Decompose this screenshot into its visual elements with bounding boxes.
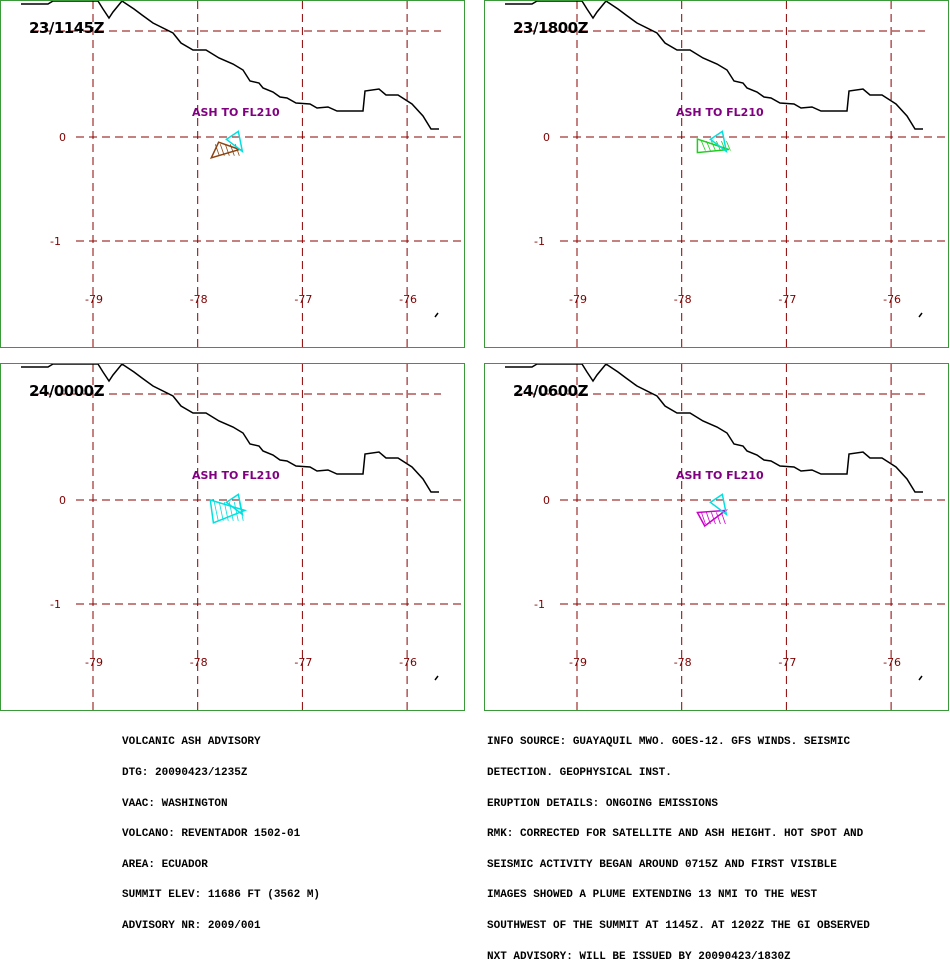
latitude-tick-label: 0 — [543, 131, 550, 144]
observed-ash-polygon — [709, 493, 728, 517]
observed-ash-polygon — [709, 130, 728, 154]
longitude-tick-label: -79 — [569, 293, 587, 306]
advisory-line: ADVISORY NR: 2009/001 — [122, 919, 261, 932]
longitude-tick-label: -77 — [778, 656, 796, 669]
map-panel-2: -79 -78 -77 -76 0 -1 ASH TO FL210 23/1800Z — [484, 0, 950, 349]
panel-time-1: 23/1145Z — [29, 19, 104, 37]
longitude-tick-label: -77 — [294, 293, 312, 306]
corner-mark — [434, 312, 439, 318]
map-canvas-4: -79 -78 -77 -76 0 -1 ASH TO FL210 — [505, 364, 950, 712]
advisory-line: DTG: 20090423/1235Z — [122, 767, 248, 779]
coastline — [505, 364, 923, 493]
latitude-tick-label: 0 — [59, 494, 66, 507]
corner-mark — [918, 675, 923, 681]
ash-height-label: ASH TO FL210 — [676, 106, 764, 119]
ash-height-label: ASH TO FL210 — [192, 469, 280, 482]
panel-time-2: 23/1800Z — [513, 19, 588, 37]
longitude-tick-label: -76 — [399, 656, 417, 669]
advisory-header-block: VOLCANIC ASH ADVISORY DTG: 20090423/1235… — [122, 717, 320, 941]
forecast-ash-polygon — [209, 498, 248, 524]
map-canvas-1: -79 -78 -77 -76 0 -1 ASH TO FL210 — [21, 1, 466, 349]
map-panel-1: -79 -78 -77 -76 0 -1 ASH TO FL210 23/1145Z — [0, 0, 466, 349]
observed-ash-polygon — [225, 130, 244, 154]
longitude-tick-label: -76 — [399, 293, 417, 306]
ash-hatching — [701, 512, 726, 525]
panel-time-3: 24/0000Z — [29, 382, 104, 400]
advisory-line: VOLCANO: REVENTADOR 1502-01 — [122, 828, 301, 841]
coastline — [505, 1, 923, 130]
forecast-ash-polygon — [696, 509, 729, 528]
coastline — [21, 364, 439, 493]
advisory-remarks-block: INFO SOURCE: GUAYAQUIL MWO. GOES-12. GFS… — [487, 717, 870, 972]
remarks-line: DETECTION. GEOPHYSICAL INST. — [487, 767, 672, 779]
remarks-line: RMK: CORRECTED FOR SATELLITE AND ASH HEI… — [487, 828, 864, 841]
corner-mark — [918, 312, 923, 318]
longitude-tick-label: -78 — [674, 293, 692, 306]
longitude-tick-label: -79 — [569, 656, 587, 669]
forecast-ash-polygon — [209, 141, 243, 159]
longitude-tick-label: -77 — [294, 656, 312, 669]
longitude-tick-label: -77 — [778, 293, 796, 306]
advisory-line: AREA: ECUADOR — [122, 858, 208, 871]
map-panel-3: -79 -78 -77 -76 0 -1 ASH TO FL210 24/0000Z — [0, 363, 466, 712]
latitude-tick-label: -1 — [534, 598, 545, 611]
corner-mark — [434, 675, 439, 681]
latitude-tick-label: -1 — [50, 598, 61, 611]
latitude-tick-label: -1 — [50, 235, 61, 248]
map-canvas-2: -79 -78 -77 -76 0 -1 ASH TO FL210 — [505, 1, 950, 349]
longitude-tick-label: -79 — [85, 293, 103, 306]
longitude-tick-label: -79 — [85, 656, 103, 669]
map-canvas-3: -79 -78 -77 -76 0 -1 ASH TO FL210 — [21, 364, 466, 712]
observed-ash-polygon — [225, 493, 244, 517]
remarks-line: IMAGES SHOWED A PLUME EXTENDING 13 NMI T… — [487, 889, 818, 902]
panel-time-4: 24/0600Z — [513, 382, 588, 400]
ash-height-label: ASH TO FL210 — [676, 469, 764, 482]
advisory-line: VOLCANIC ASH ADVISORY — [122, 736, 261, 749]
longitude-tick-label: -78 — [674, 656, 692, 669]
coastline — [21, 1, 439, 130]
remarks-line: NXT ADVISORY: WILL BE ISSUED BY 20090423… — [487, 950, 791, 963]
map-panel-4: -79 -78 -77 -76 0 -1 ASH TO FL210 24/0600Z — [484, 363, 950, 712]
remarks-line: ERUPTION DETAILS: ONGOING EMISSIONS — [487, 797, 719, 810]
latitude-tick-label: 0 — [543, 494, 550, 507]
longitude-tick-label: -78 — [190, 293, 208, 306]
latitude-tick-label: 0 — [59, 131, 66, 144]
longitude-tick-label: -76 — [883, 656, 901, 669]
longitude-tick-label: -78 — [190, 656, 208, 669]
remarks-line: SEISMIC ACTIVITY BEGAN AROUND 0715Z AND … — [487, 858, 837, 871]
longitude-tick-label: -76 — [883, 293, 901, 306]
advisory-line: VAAC: WASHINGTON — [122, 797, 228, 810]
remarks-line: INFO SOURCE: GUAYAQUIL MWO. GOES-12. GFS… — [487, 736, 851, 749]
ash-height-label: ASH TO FL210 — [192, 106, 280, 119]
remarks-line: SOUTHWEST OF THE SUMMIT AT 1145Z. AT 120… — [487, 919, 870, 932]
latitude-tick-label: -1 — [534, 235, 545, 248]
advisory-line: SUMMIT ELEV: 11686 FT (3562 M) — [122, 889, 321, 902]
